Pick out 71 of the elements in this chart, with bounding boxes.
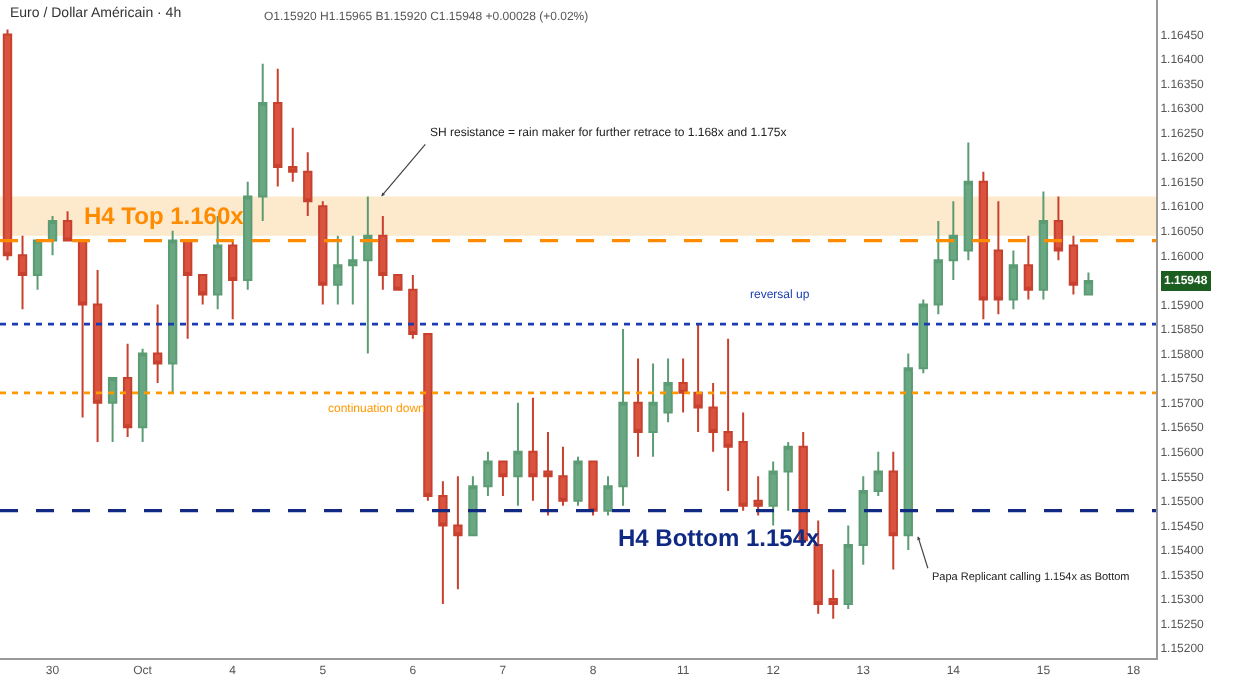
candlestick (918, 298, 928, 375)
candlestick (873, 450, 883, 497)
candlestick (62, 210, 73, 242)
candlestick (588, 460, 598, 517)
candlestick (1083, 271, 1094, 296)
candlestick (753, 475, 763, 517)
candlestick (363, 195, 373, 355)
candlestick (888, 450, 898, 571)
candlestick (438, 480, 448, 605)
candlestick (107, 377, 118, 443)
candlestick (663, 357, 673, 424)
candlestick (17, 234, 28, 311)
candlestick (678, 357, 688, 414)
candlestick (92, 269, 103, 443)
candlestick (137, 347, 148, 443)
candlestick (318, 200, 328, 306)
candlestick (633, 357, 643, 458)
candlestick (1008, 249, 1019, 311)
candlestick (543, 431, 553, 517)
candlestick (903, 352, 913, 551)
candlestick (273, 67, 283, 188)
candlestick (933, 219, 943, 316)
candlestick (993, 200, 1004, 316)
candlestick (513, 401, 523, 507)
candlestick (348, 234, 358, 306)
candlestick (783, 440, 793, 512)
candlestick (408, 273, 418, 340)
candlestick (333, 234, 343, 306)
candlestick (423, 332, 433, 502)
candlestick (858, 475, 868, 566)
candlestick (77, 239, 88, 419)
candlestick (288, 126, 298, 183)
candlestick (483, 450, 493, 497)
candlestick (1068, 234, 1079, 296)
candlestick (648, 362, 658, 458)
candlestick (948, 200, 958, 281)
candlestick (1053, 195, 1064, 262)
candlestick (843, 524, 853, 610)
candlestick (603, 475, 613, 517)
candlestick (1023, 234, 1034, 301)
candlestick (378, 215, 388, 291)
candlestick (122, 342, 133, 439)
candlestick (558, 445, 568, 507)
candlestick (453, 475, 463, 591)
candlestick (693, 323, 703, 434)
ref-line-label: H4 Top 1.160x (84, 202, 245, 230)
candlestick (963, 141, 974, 262)
candlestick (2, 28, 13, 262)
candlestick (573, 455, 583, 507)
candlestick (723, 337, 733, 493)
candlestick (738, 411, 748, 512)
candlestick (152, 303, 163, 385)
candlestick (243, 180, 253, 291)
candlestick (47, 215, 58, 257)
candlestick (258, 62, 268, 222)
candlestick (167, 229, 178, 394)
candlestick (708, 382, 718, 453)
candlestick (303, 151, 313, 218)
candlestick (768, 460, 778, 527)
candlestick (828, 568, 838, 620)
candlestick (32, 239, 43, 291)
candlestick (228, 239, 238, 321)
candlestick (198, 273, 208, 306)
candlestick (528, 396, 538, 502)
candlestick (618, 328, 628, 507)
candlestick (468, 475, 478, 537)
candlestick (393, 273, 403, 291)
candlestick (1038, 190, 1049, 301)
candlestick (182, 239, 193, 340)
candlestick (498, 460, 508, 497)
candlestick (978, 170, 989, 321)
